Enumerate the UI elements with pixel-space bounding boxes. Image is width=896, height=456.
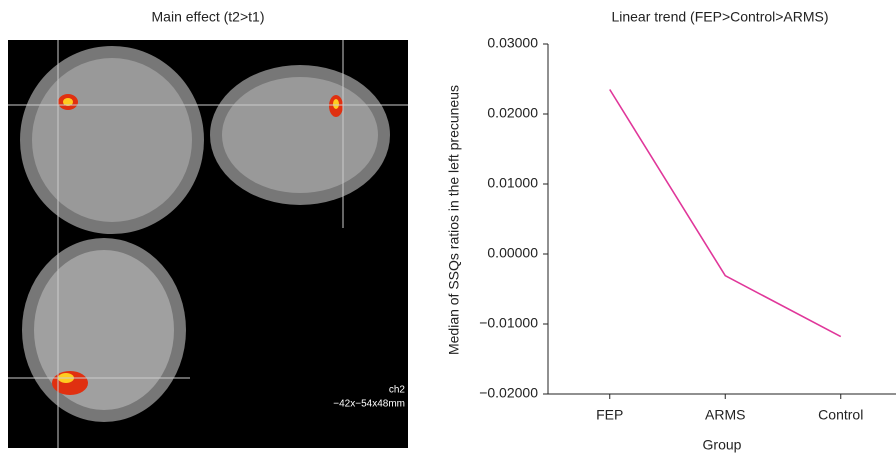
brain-images: ch2 −42x−54x48mm <box>8 40 408 448</box>
x-tick-label: ARMS <box>705 407 745 423</box>
x-tick-label: Control <box>818 407 863 423</box>
line <box>609 89 842 338</box>
y-tick-label: −0.02000 <box>479 385 538 401</box>
x-axis-label: Group <box>703 437 742 453</box>
y-axis-label: Median of SSQs ratios in the left precun… <box>446 85 462 355</box>
image-label: −42x−54x48mm <box>333 399 405 410</box>
y-tick-label: 0.00000 <box>487 245 538 261</box>
y-tick-label: 0.01000 <box>487 175 538 191</box>
panel-title: Main effect (t2>t1) <box>152 9 265 25</box>
y-tick-label: −0.01000 <box>479 315 538 331</box>
y-tick-label: 0.03000 <box>487 35 538 51</box>
chart-title: Linear trend (FEP>Control>ARMS) <box>611 9 828 25</box>
image-label: ch2 <box>389 385 406 396</box>
x-tick-label: FEP <box>596 407 623 423</box>
y-tick-label: 0.02000 <box>487 105 538 121</box>
